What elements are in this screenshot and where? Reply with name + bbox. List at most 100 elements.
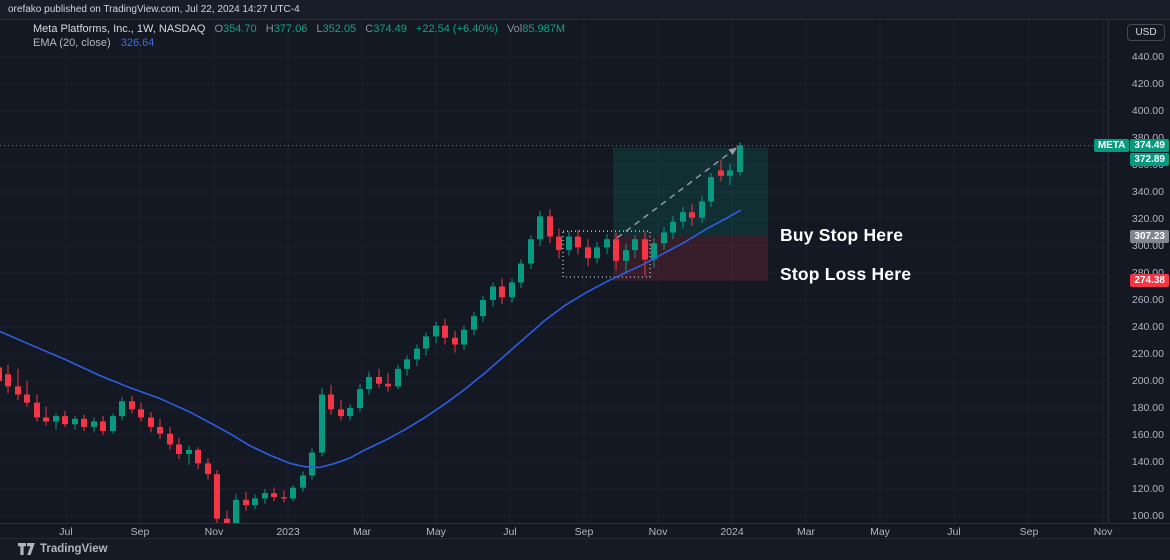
candle-up xyxy=(509,282,515,298)
candle-down xyxy=(138,409,144,418)
ema-value: 326.64 xyxy=(120,37,155,49)
candle-up xyxy=(670,221,676,233)
price-tick-label: 120.00 xyxy=(1131,483,1164,495)
candle-down xyxy=(81,418,87,427)
candle-down xyxy=(642,239,648,260)
candle-up xyxy=(623,250,629,261)
price-chart[interactable] xyxy=(0,20,1108,523)
target-price-badge: 372.89 xyxy=(1130,152,1169,166)
candle-up xyxy=(347,408,353,417)
candle-down xyxy=(547,216,553,237)
candle-down xyxy=(328,394,334,410)
price-axis[interactable]: USD 440.00420.00400.00380.00360.00340.00… xyxy=(1093,20,1170,523)
time-tick-label: May xyxy=(870,526,890,538)
trend-arrow-head xyxy=(728,147,737,156)
candle-down xyxy=(0,367,2,381)
candle-up xyxy=(461,329,467,345)
candle-up xyxy=(91,421,97,427)
candle-up xyxy=(480,300,486,317)
price-tick-label: 400.00 xyxy=(1131,105,1164,117)
candle-up xyxy=(423,336,429,349)
time-tick-label: Jul xyxy=(59,526,73,538)
candle-up xyxy=(357,389,363,408)
candle-up xyxy=(309,452,315,476)
candle-down xyxy=(575,236,581,248)
time-tick-label: 2024 xyxy=(720,526,744,538)
publish-bar: orefako published on TradingView.com, Ju… xyxy=(0,0,1170,20)
candle-down xyxy=(24,394,30,403)
candle-up xyxy=(366,376,372,390)
candle-up xyxy=(300,475,306,488)
ema-line[interactable] xyxy=(0,209,742,469)
candle-down xyxy=(214,474,220,519)
price-tick-label: 200.00 xyxy=(1131,375,1164,387)
stop-price-badge: 274.38 xyxy=(1130,274,1169,288)
candle-down xyxy=(499,286,505,298)
currency-toggle-button[interactable]: USD xyxy=(1127,24,1165,41)
symbol-legend-row: Meta Platforms, Inc., 1W, NASDAQ O354.70… xyxy=(33,22,565,36)
candle-up xyxy=(566,236,572,251)
candle-down xyxy=(452,337,458,345)
low-value: 352.05 xyxy=(322,23,357,35)
candle-up xyxy=(252,498,258,506)
close-value: 374.49 xyxy=(373,23,407,35)
time-tick-label: Nov xyxy=(648,526,668,538)
candle-up xyxy=(471,316,477,330)
candle-up xyxy=(433,325,439,337)
candle-down xyxy=(385,383,391,387)
chart-canvas[interactable]: Meta Platforms, Inc., 1W, NASDAQ O354.70… xyxy=(0,20,1108,523)
time-tick-label: Nov xyxy=(1093,526,1113,538)
candle-up xyxy=(594,247,600,259)
price-tick-label: 320.00 xyxy=(1131,213,1164,225)
trend-arrow-line[interactable] xyxy=(616,146,738,239)
symbol-price-badge-row: META 374.49 xyxy=(1093,138,1169,152)
price-tick-label: 340.00 xyxy=(1131,186,1164,198)
candle-down xyxy=(338,409,344,417)
stop-loss-annotation[interactable]: Stop Loss Here xyxy=(780,264,912,284)
candle-up xyxy=(661,232,667,244)
time-tick-label: Sep xyxy=(130,526,150,538)
buy-stop-annotation[interactable]: Buy Stop Here xyxy=(780,225,904,245)
candle-down xyxy=(129,401,135,410)
candle-down xyxy=(613,239,619,261)
price-tick-label: 140.00 xyxy=(1131,456,1164,468)
volume-value: 85.987M xyxy=(522,23,566,35)
price-tick-label: 260.00 xyxy=(1131,294,1164,306)
symbol-badge: META xyxy=(1093,138,1130,152)
candle-down xyxy=(167,433,173,445)
candle-up xyxy=(680,212,686,222)
candle-down xyxy=(243,499,249,506)
open-label: O xyxy=(214,23,224,35)
candle-up xyxy=(518,263,524,283)
candle-down xyxy=(195,449,201,464)
long-position-loss-zone[interactable] xyxy=(613,236,768,281)
ema-label: EMA (20, close) xyxy=(33,37,111,49)
candle-up xyxy=(319,394,325,453)
candle-up xyxy=(233,499,239,523)
candle-down xyxy=(442,325,448,338)
price-tick-label: 300.00 xyxy=(1131,240,1164,252)
time-tick-label: Nov xyxy=(204,526,224,538)
symbol-price-badge: 374.49 xyxy=(1130,138,1169,152)
price-tick-label: 180.00 xyxy=(1131,402,1164,414)
price-tick-label: 100.00 xyxy=(1131,510,1164,522)
candle-up xyxy=(708,177,714,202)
close-label: C xyxy=(365,23,374,35)
candle-up xyxy=(537,216,543,240)
candle-down xyxy=(34,402,40,418)
candle-up xyxy=(528,239,534,264)
candle-up xyxy=(604,239,610,248)
grid-lines xyxy=(0,20,1108,523)
candle-up xyxy=(737,145,743,173)
candle-up xyxy=(404,359,410,369)
candle-up xyxy=(262,493,268,499)
candle-down xyxy=(205,463,211,475)
tradingview-brand[interactable]: TradingView xyxy=(18,543,108,555)
candle-up xyxy=(186,449,192,454)
price-tick-label: 440.00 xyxy=(1131,51,1164,63)
open-value: 354.70 xyxy=(223,23,257,35)
candle-down xyxy=(556,236,562,251)
candle-down xyxy=(62,416,68,425)
time-axis[interactable]: Jul Sep Nov 2023 Mar May Jul Sep Nov 2024 Mar May Ju… xyxy=(0,523,1170,538)
consolidation-range-box[interactable] xyxy=(562,230,651,278)
